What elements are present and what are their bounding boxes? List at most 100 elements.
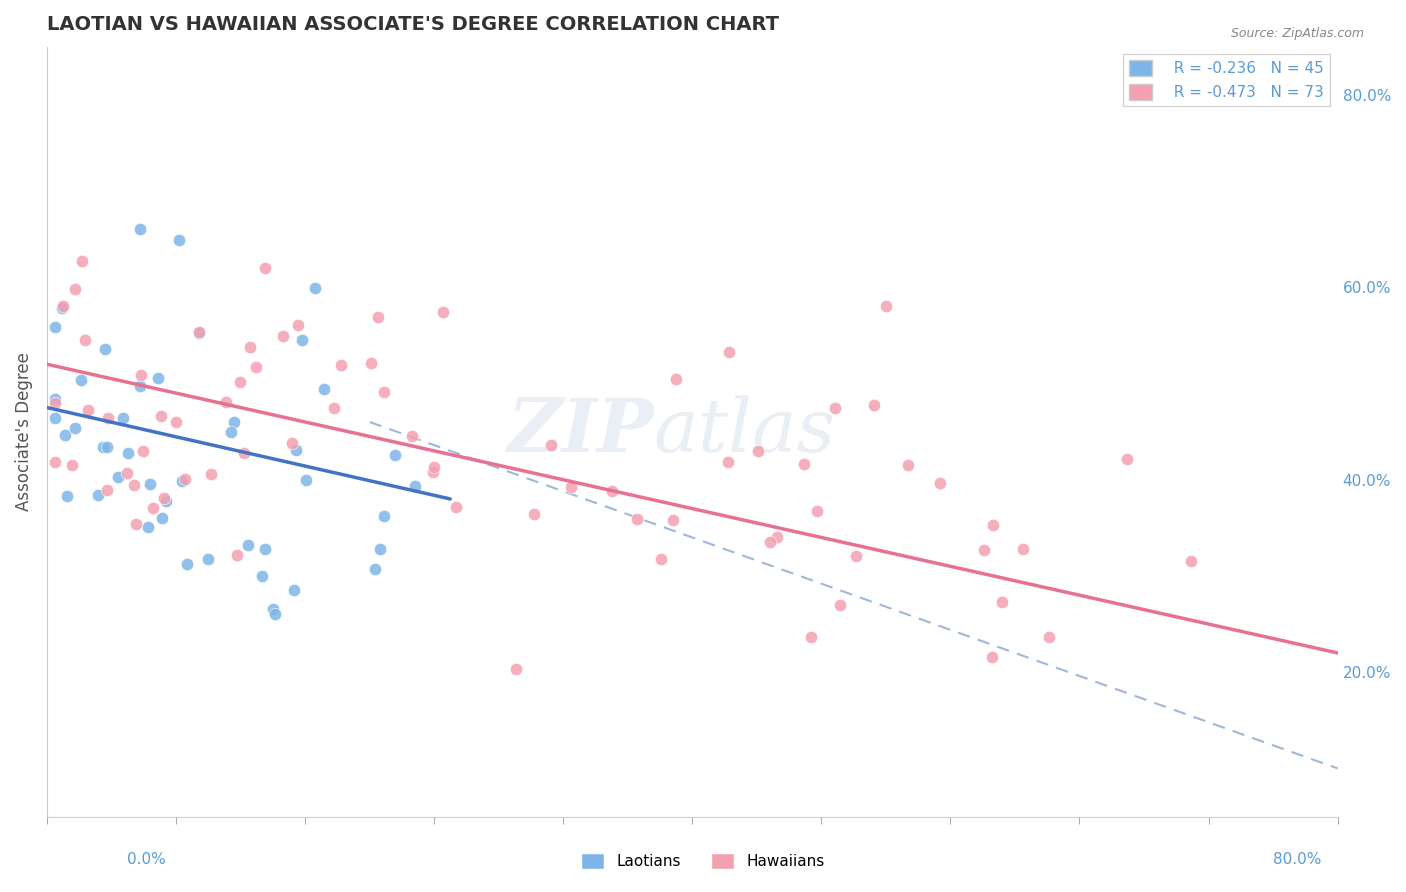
Point [1012, 541, 1035, 556]
Point [124, 478, 146, 492]
Point [148, 371, 170, 385]
Point [132, 443, 155, 458]
Point [360, 356, 382, 370]
Point [1116, 452, 1139, 467]
Point [150, 511, 173, 525]
Point [139, 476, 162, 491]
Point [174, 472, 197, 486]
Point [287, 318, 309, 332]
Text: Source: ZipAtlas.com: Source: ZipAtlas.com [1230, 27, 1364, 40]
Point [200, 467, 222, 482]
Point [312, 382, 335, 396]
Point [129, 368, 152, 383]
Point [129, 379, 152, 393]
Point [373, 508, 395, 523]
Point [44, 319, 66, 334]
Point [661, 514, 683, 528]
Text: atlas: atlas [654, 395, 835, 467]
Y-axis label: Associate's Degree: Associate's Degree [15, 352, 32, 511]
Point [70, 373, 93, 387]
Point [70, 254, 93, 268]
Point [136, 520, 159, 534]
Point [432, 305, 454, 319]
Point [97, 411, 120, 425]
Text: 80.0%: 80.0% [1274, 852, 1322, 867]
Point [373, 384, 395, 399]
Point [150, 409, 173, 423]
Point [107, 469, 129, 483]
Point [254, 261, 277, 276]
Point [188, 326, 211, 341]
Point [330, 359, 353, 373]
Point [766, 530, 789, 544]
Point [112, 411, 135, 425]
Text: ZIP: ZIP [508, 395, 654, 467]
Point [1038, 630, 1060, 644]
Point [384, 449, 406, 463]
Point [717, 455, 740, 469]
Point [401, 429, 423, 443]
Point [228, 375, 250, 389]
Point [262, 601, 284, 615]
Text: 0.0%: 0.0% [127, 852, 166, 867]
Point [294, 473, 316, 487]
Point [44, 392, 66, 406]
Point [990, 595, 1012, 609]
Point [96, 483, 118, 497]
Point [63, 282, 86, 296]
Point [44, 411, 66, 425]
Point [77, 403, 100, 417]
Point [523, 508, 546, 522]
Point [73, 333, 96, 347]
Point [253, 542, 276, 557]
Point [626, 512, 648, 526]
Point [1180, 554, 1202, 568]
Point [94, 343, 117, 357]
Legend:   R = -0.236   N = 45,   R = -0.473   N = 73: R = -0.236 N = 45, R = -0.473 N = 73 [1123, 54, 1330, 106]
Legend: Laotians, Hawaiians: Laotians, Hawaiians [575, 847, 831, 875]
Point [169, 234, 191, 248]
Point [56, 489, 79, 503]
Point [897, 458, 920, 472]
Point [155, 494, 177, 508]
Point [284, 443, 307, 458]
Point [759, 535, 782, 549]
Point [973, 543, 995, 558]
Point [444, 500, 467, 514]
Point [281, 436, 304, 450]
Point [364, 562, 387, 576]
Point [219, 425, 242, 440]
Point [60, 458, 83, 472]
Point [806, 503, 828, 517]
Point [828, 598, 851, 612]
Text: LAOTIAN VS HAWAIIAN ASSOCIATE'S DEGREE CORRELATION CHART: LAOTIAN VS HAWAIIAN ASSOCIATE'S DEGREE C… [46, 15, 779, 34]
Point [717, 344, 740, 359]
Point [245, 360, 267, 375]
Point [368, 541, 391, 556]
Point [981, 518, 1004, 533]
Point [91, 440, 114, 454]
Point [239, 340, 262, 354]
Point [271, 329, 294, 343]
Point [44, 455, 66, 469]
Point [115, 467, 138, 481]
Point [422, 465, 444, 479]
Point [170, 474, 193, 488]
Point [165, 415, 187, 429]
Point [52, 299, 75, 313]
Point [215, 394, 238, 409]
Point [96, 440, 118, 454]
Point [225, 548, 247, 562]
Point [824, 401, 846, 416]
Point [404, 478, 426, 492]
Point [291, 333, 314, 347]
Point [117, 446, 139, 460]
Point [87, 487, 110, 501]
Point [129, 222, 152, 236]
Point [152, 491, 174, 506]
Point [845, 549, 868, 563]
Point [650, 552, 672, 566]
Point [250, 568, 273, 582]
Point [928, 476, 950, 491]
Point [238, 538, 260, 552]
